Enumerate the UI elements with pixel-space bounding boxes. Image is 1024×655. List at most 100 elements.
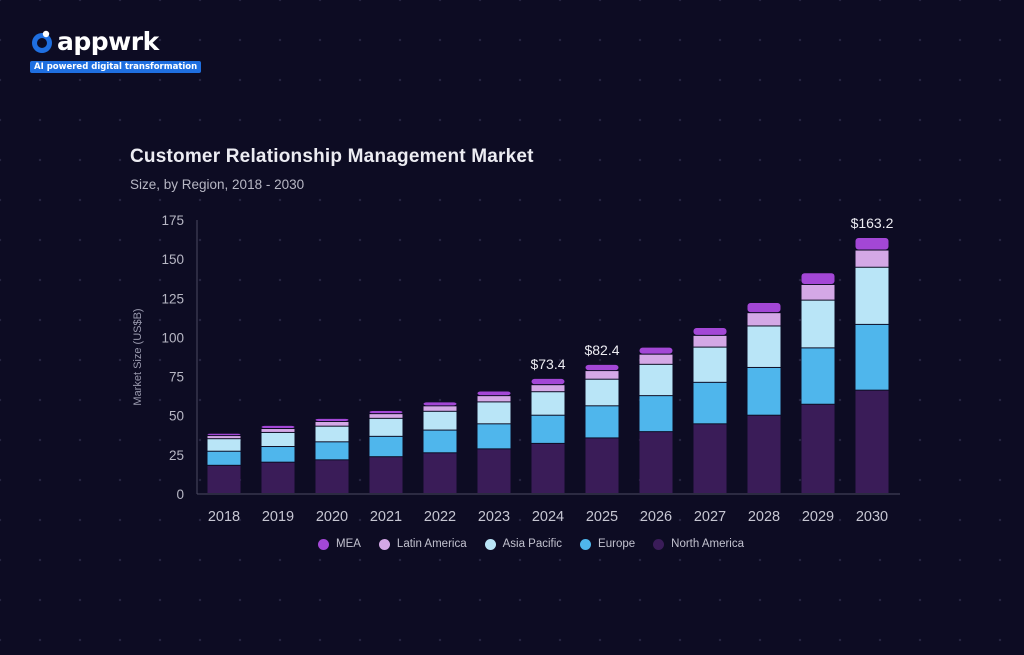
- x-tick-label: 2022: [424, 509, 456, 525]
- bar-segment-latin-america: [531, 385, 565, 392]
- bar-segment-mea: [423, 402, 457, 406]
- bar-segment-mea: [585, 364, 619, 371]
- bar-segment-latin-america: [639, 354, 673, 364]
- bar-segment-mea: [639, 347, 673, 354]
- y-tick-label: 100: [161, 330, 184, 345]
- bar-segment-europe: [693, 382, 727, 424]
- bar-segment-europe: [801, 348, 835, 404]
- bar-segment-north-america: [693, 424, 727, 493]
- legend-label: Latin America: [396, 538, 467, 550]
- bar-segment-europe: [423, 430, 457, 453]
- legend-swatch: [378, 538, 390, 550]
- y-axis-label: Market Size (US$B): [132, 308, 144, 405]
- legend-swatch: [653, 538, 665, 550]
- bar-segment-latin-america: [585, 371, 619, 379]
- legend-item: MEA: [318, 538, 361, 550]
- bar-segment-north-america: [207, 465, 241, 493]
- bar-segment-asia-pacific: [639, 364, 673, 396]
- x-tick-label: 2029: [802, 509, 834, 525]
- bar-segment-europe: [477, 424, 511, 449]
- x-tick-label: 2020: [316, 509, 348, 525]
- bar-segment-europe: [315, 442, 349, 460]
- bar-segment-latin-america: [801, 284, 835, 300]
- bar-segment-latin-america: [261, 429, 295, 432]
- x-tick-label: 2030: [856, 509, 888, 525]
- chart-legend: MEA Latin America Asia Pacific Europe North …: [318, 538, 762, 550]
- bar-segment-north-america: [531, 443, 565, 493]
- y-tick-label: 0: [176, 487, 184, 502]
- bar-segment-asia-pacific: [261, 432, 295, 447]
- bar-segment-north-america: [477, 449, 511, 493]
- bar-segment-mea: [855, 238, 889, 250]
- bar-segment-mea: [801, 273, 835, 284]
- bar-segment-north-america: [747, 415, 781, 493]
- bar-segment-asia-pacific: [207, 439, 241, 451]
- bar-segment-mea: [261, 425, 295, 429]
- bar-segment-mea: [531, 378, 565, 385]
- bar-segment-north-america: [801, 404, 835, 493]
- x-tick-label: 2021: [370, 509, 402, 525]
- y-tick-label: 75: [169, 370, 184, 385]
- bar-segment-asia-pacific: [693, 347, 727, 382]
- bar-segment-europe: [369, 436, 403, 457]
- y-tick-label: 175: [161, 213, 184, 228]
- y-tick-label: 50: [169, 409, 184, 424]
- bar-segment-europe: [585, 406, 619, 438]
- bar-segment-latin-america: [315, 421, 349, 426]
- bar-segment-mea: [747, 302, 781, 313]
- bar-segment-asia-pacific: [747, 326, 781, 367]
- legend-swatch: [318, 538, 329, 550]
- bar-segment-asia-pacific: [855, 267, 889, 324]
- bar-segment-mea: [477, 391, 511, 396]
- bar-segment-mea: [369, 411, 403, 414]
- bar-segment-europe: [639, 396, 673, 432]
- appwrk-logo: appwrk AI powered digital transformation: [30, 27, 202, 74]
- bar-segment-latin-america: [369, 414, 403, 418]
- legend-label: Europe: [598, 538, 636, 550]
- x-tick-label: 2019: [262, 509, 294, 525]
- bar-segment-latin-america: [855, 250, 889, 267]
- x-tick-label: 2027: [694, 509, 726, 525]
- x-tick-label: 2018: [208, 509, 240, 525]
- x-tick-label: 2024: [532, 509, 564, 525]
- bar-segment-asia-pacific: [531, 392, 565, 415]
- bar-segment-north-america: [261, 462, 295, 493]
- bar-segment-latin-america: [693, 335, 727, 347]
- legend-item: Asia Pacific: [484, 538, 563, 550]
- brand-name: appwrk: [57, 27, 159, 56]
- bar-segment-mea: [315, 418, 349, 421]
- bar-segment-north-america: [855, 390, 889, 493]
- bar-segment-europe: [855, 324, 889, 390]
- bar-segment-asia-pacific: [369, 418, 403, 436]
- bar-segment-asia-pacific: [585, 379, 619, 406]
- bar-segment-europe: [747, 367, 781, 415]
- bar-segment-latin-america: [747, 313, 781, 326]
- x-tick-label: 2023: [478, 509, 510, 525]
- x-tick-label: 2028: [748, 509, 780, 525]
- data-label: $163.2: [851, 215, 894, 231]
- bar-segment-north-america: [369, 457, 403, 493]
- bar-segment-mea: [693, 328, 727, 335]
- legend-label: MEA: [336, 538, 361, 550]
- bar-segment-mea: [207, 433, 241, 436]
- legend-label: North America: [671, 538, 744, 550]
- chart-title: Customer Relationship Management Market: [130, 146, 534, 167]
- bar-segment-north-america: [315, 460, 349, 493]
- bar-segment-north-america: [639, 432, 673, 493]
- legend-item: North America: [653, 538, 744, 550]
- y-tick-label: 125: [161, 291, 184, 306]
- x-tick-label: 2026: [640, 509, 672, 525]
- legend-item: Europe: [580, 538, 635, 550]
- bar-segment-latin-america: [477, 396, 511, 402]
- x-tick-label: 2025: [586, 509, 618, 525]
- brand-mark-icon: [32, 30, 52, 53]
- legend-swatch: [580, 538, 592, 550]
- legend-label: Asia Pacific: [502, 538, 563, 550]
- chart-subtitle: Size, by Region, 2018 - 2030: [130, 177, 305, 192]
- bar-segment-asia-pacific: [315, 426, 349, 442]
- bar-segment-asia-pacific: [477, 402, 511, 424]
- y-tick-label: 25: [169, 448, 184, 463]
- legend-swatch: [484, 538, 496, 550]
